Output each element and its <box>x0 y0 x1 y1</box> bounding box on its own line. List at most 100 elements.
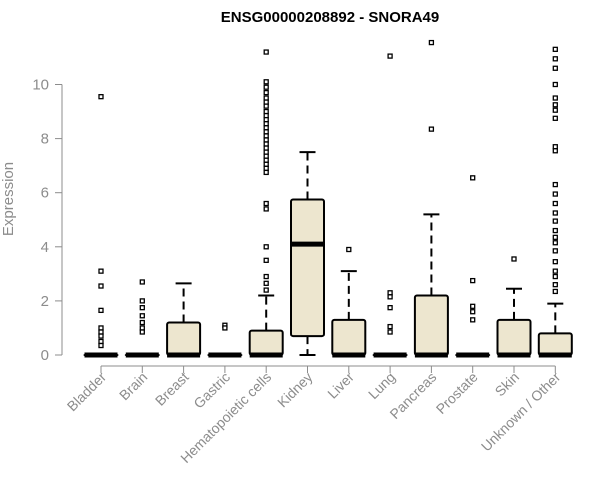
outlier-point <box>552 65 558 71</box>
outlier-point <box>263 244 269 250</box>
outlier-point <box>552 210 558 216</box>
outlier-point <box>98 342 104 349</box>
box-group <box>455 175 491 358</box>
box-body <box>166 321 202 357</box>
outlier-point <box>552 144 558 150</box>
y-tick-label: 0 <box>41 347 49 364</box>
outlier-point <box>263 206 269 212</box>
outlier-point <box>470 175 476 181</box>
x-tick-label: Kidney <box>274 369 316 411</box>
outlier-point <box>387 323 393 330</box>
x-tick-label: Brain <box>116 369 150 403</box>
outlier-point <box>263 125 269 131</box>
box-body <box>496 318 532 356</box>
outlier-point <box>346 246 352 253</box>
outlier-point <box>387 294 393 300</box>
outlier-point <box>470 277 476 284</box>
outlier-point <box>263 103 269 109</box>
y-tick-label: 6 <box>41 185 49 202</box>
chart-title: ENSG00000208892 - SNORA49 <box>221 9 439 26</box>
outlier-point <box>552 107 558 113</box>
box-body <box>537 332 573 356</box>
outlier-point <box>263 84 269 90</box>
outlier-point <box>98 94 104 100</box>
outlier-point <box>552 81 558 88</box>
outlier-point <box>428 126 435 132</box>
outlier-point <box>139 279 145 285</box>
box-group <box>207 322 243 358</box>
outlier-point <box>139 325 145 331</box>
outlier-point <box>470 309 476 315</box>
y-tick-label: 2 <box>41 293 49 310</box>
outlier-point <box>263 79 269 85</box>
x-tick-label: Bladder <box>64 369 110 415</box>
outlier-point <box>222 325 228 331</box>
box-group <box>124 279 160 358</box>
outlier-point <box>552 240 558 246</box>
x-tick-label: Prostate <box>433 369 481 417</box>
outlier-point <box>263 108 269 115</box>
outlier-point <box>98 338 104 345</box>
outlier-point <box>263 200 269 207</box>
box-group <box>248 49 284 358</box>
outlier-point <box>263 145 269 151</box>
outlier-point <box>98 307 104 314</box>
outlier-point <box>263 153 269 159</box>
x-tick-label: Liver <box>324 369 357 402</box>
outlier-point <box>263 99 269 105</box>
box-group <box>413 39 449 358</box>
outlier-point <box>511 256 517 262</box>
outlier-point <box>98 325 104 331</box>
outlier-point <box>263 257 269 263</box>
outlier-point <box>263 273 269 280</box>
outlier-point <box>387 329 393 335</box>
outlier-point <box>263 95 269 101</box>
box-body <box>290 198 325 338</box>
y-tick-label: 10 <box>32 77 49 94</box>
x-tick-label: Breast <box>152 369 192 409</box>
box-body <box>413 294 449 356</box>
outlier-point <box>139 329 145 335</box>
outlier-point <box>139 313 145 319</box>
outlier-point <box>552 234 558 240</box>
outlier-point <box>470 317 476 323</box>
outlier-point <box>387 53 393 59</box>
outlier-point <box>552 268 558 274</box>
outlier-point <box>263 117 269 123</box>
outlier-point <box>552 288 558 295</box>
outlier-point <box>139 319 145 326</box>
outlier-point <box>263 137 269 143</box>
outlier-point <box>263 169 269 176</box>
outlier-point <box>263 280 269 286</box>
y-axis: 0 2 4 6 8 10 <box>32 77 63 364</box>
y-axis-label: Expression <box>0 162 17 236</box>
outlier-point <box>387 290 393 296</box>
outlier-point <box>139 305 145 311</box>
outlier-point <box>263 141 269 147</box>
outlier-point <box>263 161 269 167</box>
box-body <box>331 318 367 356</box>
outlier-point <box>552 273 558 280</box>
outlier-point <box>98 329 104 335</box>
outlier-point <box>552 259 558 265</box>
outlier-point <box>98 268 104 274</box>
box-group <box>290 151 325 356</box>
x-tick-label: Lung <box>365 369 398 402</box>
outlier-point <box>263 129 269 135</box>
outlier-point <box>552 218 558 224</box>
outlier-point <box>552 227 558 234</box>
outlier-point <box>552 46 558 52</box>
outlier-point <box>139 298 145 304</box>
outlier-point <box>552 181 558 188</box>
box-group <box>537 46 573 358</box>
outlier-point <box>428 39 435 46</box>
outlier-point <box>387 305 393 311</box>
outlier-point <box>98 333 104 339</box>
outlier-point <box>552 95 558 101</box>
outlier-point <box>263 89 269 96</box>
outlier-point <box>263 121 269 127</box>
outlier-point <box>263 49 269 55</box>
outlier-point <box>552 115 558 121</box>
